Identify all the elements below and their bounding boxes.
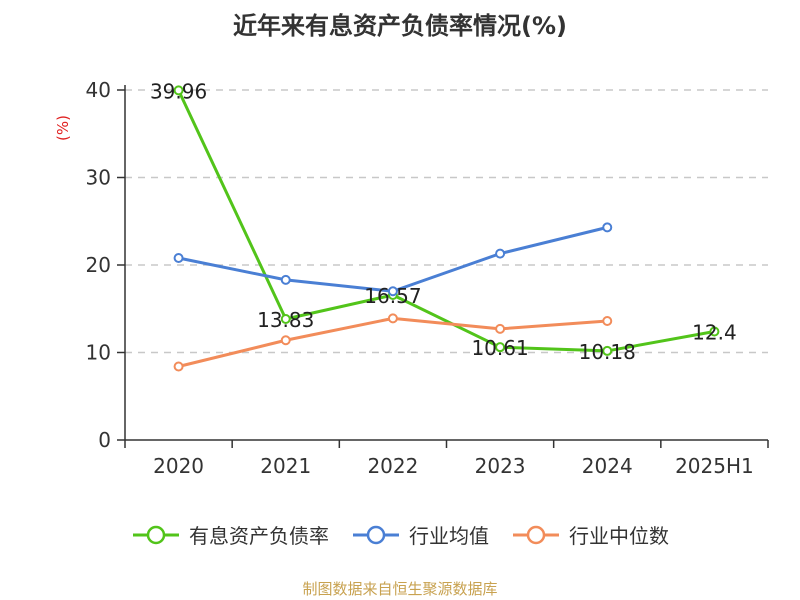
series-point-2: [495, 323, 506, 334]
legend-marker: [526, 525, 546, 544]
legend-item-industry-median[interactable]: 行业中位数: [511, 520, 669, 549]
series-point-1: [387, 286, 398, 297]
data-labels: 39.96 13.83 16.57 10.61 10.18 12.4: [150, 79, 737, 364]
data-label: 16.57: [364, 284, 421, 308]
legend-item-industry-mean[interactable]: 行业均值: [351, 520, 489, 549]
series-point-1: [280, 274, 291, 285]
legend-swatch-orange: [513, 525, 559, 544]
series-point-0: [709, 326, 720, 337]
data-label: 39.96: [150, 79, 207, 103]
y-tick-label: 20: [86, 253, 111, 277]
series-point-0: [495, 342, 506, 353]
series-line-0: [177, 89, 715, 353]
legend-marker: [146, 525, 166, 544]
series: [173, 85, 720, 372]
series-point-1: [602, 222, 613, 233]
chart-title: 近年来有息资产负债率情况(%): [233, 12, 567, 40]
legend-swatch-green: [133, 525, 179, 544]
gridlines: [125, 89, 768, 354]
series-point-0: [602, 345, 613, 356]
series-point-2: [280, 335, 291, 346]
series-point-1: [495, 248, 506, 259]
series-point-0: [280, 313, 291, 324]
x-tick-label: 2021: [260, 454, 311, 478]
y-tick-label: 30: [86, 166, 111, 190]
legend-label: 行业均值: [409, 524, 489, 548]
x-tick-label: 2022: [367, 454, 418, 478]
series-point-1: [173, 253, 184, 263]
data-label: 13.83: [257, 308, 314, 332]
axes: 0 10 20 30 40 (%) 2020 2021 2022 2023 2024 2025H1: [54, 78, 769, 478]
x-tick-label: 2024: [582, 454, 633, 478]
x-tick-label: 2020: [153, 454, 204, 478]
series-line-1: [178, 225, 608, 293]
x-tick-label: 2023: [475, 454, 526, 478]
legend-marker: [366, 525, 386, 544]
series-point-2: [387, 313, 398, 324]
legend-swatch-blue: [353, 525, 399, 544]
x-tick-label: 2025H1: [675, 454, 754, 478]
data-label: 10.18: [579, 340, 636, 364]
y-tick-label: 0: [98, 428, 111, 452]
data-label: 12.4: [692, 321, 737, 345]
series-line-2: [178, 316, 608, 368]
source-note: 制图数据来自恒生聚源数据库: [302, 580, 498, 598]
y-tick-label: 40: [86, 78, 111, 102]
legend: 有息资产负债率 行业均值 行业中位数: [0, 520, 800, 549]
legend-label: 行业中位数: [569, 524, 669, 548]
series-point-2: [173, 361, 184, 372]
series-point-0: [173, 85, 184, 96]
y-tick-label: 10: [86, 341, 111, 365]
series-point-2: [602, 316, 613, 326]
data-label: 10.61: [471, 336, 528, 360]
legend-label: 有息资产负债率: [189, 524, 329, 548]
y-axis-label: (%): [54, 115, 72, 141]
legend-item-interest-debt-ratio[interactable]: 有息资产负债率: [131, 520, 329, 549]
